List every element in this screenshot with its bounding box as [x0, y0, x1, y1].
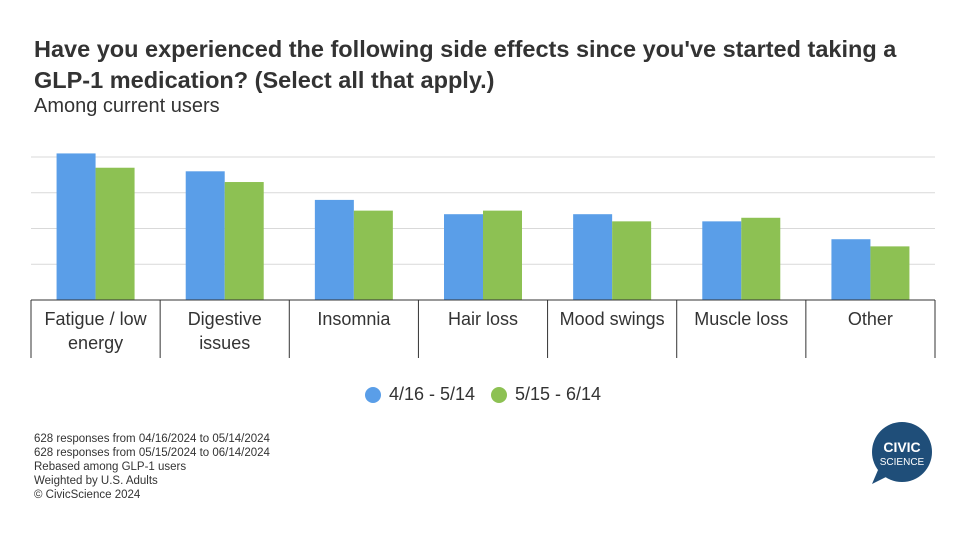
footnote-line: © CivicScience 2024 — [34, 489, 141, 501]
legend: 4/16 - 5/14 5/15 - 6/14 — [0, 384, 966, 405]
x-tick-label-line: Fatigue / low — [45, 309, 148, 329]
bar-series-2 — [612, 221, 652, 300]
bar-series-1 — [314, 199, 354, 300]
civicscience-logo: CIVIC SCIENCE — [872, 422, 932, 484]
legend-item-series-2: 5/15 - 6/14 — [491, 384, 601, 405]
footnote-line: 628 responses from 05/15/2024 to 06/14/2… — [34, 447, 270, 459]
legend-swatch-series-2 — [491, 386, 507, 403]
x-tick-label: Fatigue / low energy — [45, 309, 148, 353]
x-tick-label-line: Mood swings — [560, 309, 665, 329]
x-tick-label-line: issues — [199, 333, 250, 353]
bar-series-2 — [95, 167, 135, 300]
x-tick-label-line: Insomnia — [317, 309, 391, 329]
footnote-line: 628 responses from 04/16/2024 to 05/14/2… — [34, 433, 270, 445]
legend-swatch-series-1 — [364, 386, 381, 403]
bar-series-1 — [185, 171, 225, 300]
x-tick-label: Mood swings — [560, 309, 665, 329]
x-tick-label-line: Muscle loss — [694, 309, 788, 329]
bar-series-2 — [224, 182, 264, 300]
x-tick-label: Digestive issues — [188, 309, 262, 353]
x-tick-label-line: Hair loss — [448, 309, 518, 329]
bar-series-1 — [444, 214, 483, 300]
x-tick-label-line: energy — [68, 333, 123, 353]
bar-series-1 — [831, 239, 871, 300]
bars — [56, 153, 910, 300]
legend-label-series-2: 5/15 - 6/14 — [515, 384, 602, 404]
x-tick-label: Hair loss — [448, 309, 518, 329]
bar-series-1 — [56, 153, 96, 300]
x-axis: Fatigue / low energy Digestive issues Insomn… — [30, 299, 936, 358]
footnotes: 628 responses from 04/16/2024 to 05/14/2… — [34, 432, 270, 502]
chart-title: Have you experienced the following side … — [34, 36, 897, 93]
logo-text-line2: SCIENCE — [880, 457, 925, 468]
legend-label-series-1: 4/16 - 5/14 — [388, 384, 475, 404]
logo-text-line1: CIVIC — [883, 439, 920, 455]
x-tick-label-line: Other — [848, 309, 893, 329]
legend-item-series-1: 4/16 - 5/14 — [364, 384, 475, 405]
bar-series-2 — [741, 217, 781, 300]
bar-series-2 — [353, 210, 393, 300]
bar-series-1 — [573, 214, 613, 300]
bar-chart: Fatigue / low energy Digestive issues Insomn… — [30, 153, 936, 358]
footnote-line: Rebased among GLP-1 users — [34, 461, 187, 473]
footnote-line: Weighted by U.S. Adults — [34, 475, 158, 487]
x-tick-label-line: Digestive — [188, 309, 262, 329]
logo-bubble — [872, 422, 932, 482]
bar-series-2 — [870, 246, 910, 300]
logo-bubble-tail — [872, 470, 888, 484]
x-tick-label: Insomnia — [317, 309, 391, 329]
bar-series-2 — [483, 210, 522, 300]
x-tick-label: Other — [848, 309, 893, 329]
chart-subtitle: Among current users — [34, 95, 220, 117]
bar-series-1 — [702, 221, 742, 300]
x-tick-label: Muscle loss — [694, 309, 788, 329]
